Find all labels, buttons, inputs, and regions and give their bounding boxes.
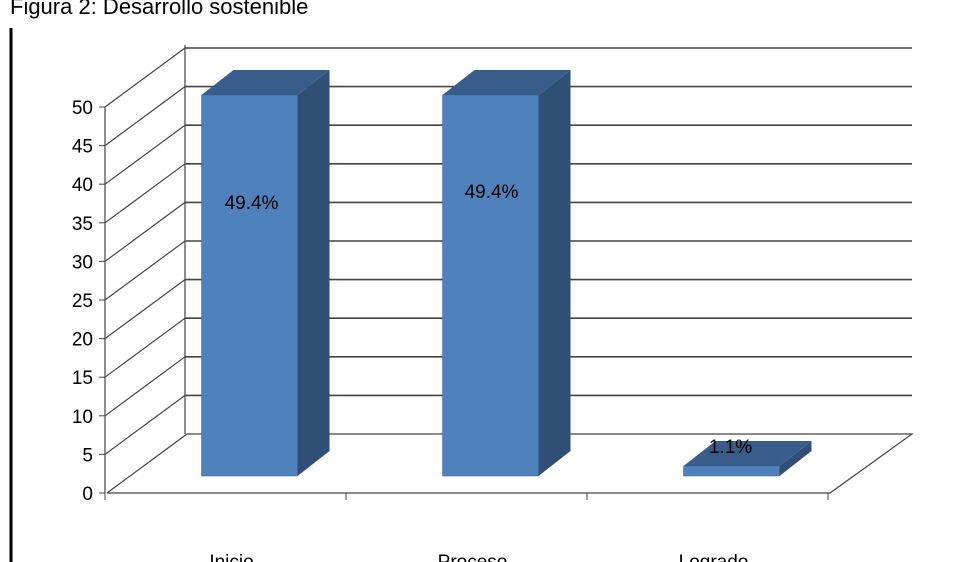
category-label: Inicio bbox=[209, 552, 253, 562]
data-label: 49.4% bbox=[465, 182, 519, 203]
y-tick-label: 40 bbox=[72, 175, 93, 196]
y-tick-label: 0 bbox=[82, 484, 93, 505]
y-tick-label: 30 bbox=[72, 252, 93, 273]
gridline-diagonal bbox=[104, 394, 186, 455]
bar bbox=[683, 465, 780, 477]
y-tick-label: 45 bbox=[72, 137, 93, 158]
gridline-diagonal bbox=[104, 86, 186, 147]
bar bbox=[201, 94, 298, 477]
gridline-diagonal bbox=[104, 279, 186, 340]
bar-top bbox=[442, 70, 571, 95]
bar bbox=[442, 94, 539, 477]
bars bbox=[201, 70, 812, 477]
gridline-diagonal bbox=[104, 317, 186, 378]
data-label: 1.1% bbox=[709, 437, 752, 458]
y-tick-label: 50 bbox=[72, 98, 93, 119]
category-label: Logrado bbox=[679, 552, 749, 562]
y-tick-label: 35 bbox=[72, 214, 93, 235]
bar-side bbox=[779, 441, 812, 476]
y-tick-label: 15 bbox=[72, 368, 93, 389]
bar-side bbox=[538, 70, 571, 476]
y-tick-label: 10 bbox=[72, 407, 93, 428]
category-label: Proceso bbox=[438, 552, 508, 562]
gridline-diagonal bbox=[104, 124, 186, 185]
bar-top bbox=[201, 70, 330, 95]
y-tick-label: 25 bbox=[72, 291, 93, 312]
floor-outline bbox=[106, 433, 914, 494]
y-axis-ticks: 0 5 10 15 20 25 30 35 40 45 50 bbox=[72, 98, 829, 505]
gridline-diagonal bbox=[104, 201, 186, 262]
y-tick-label: 5 bbox=[82, 445, 93, 466]
gridline-diagonal bbox=[104, 356, 186, 417]
data-labels: 49.4% 49.4% 1.1% bbox=[225, 182, 753, 458]
y-tick-label: 20 bbox=[72, 330, 93, 351]
category-labels: Inicio Proceso Logrado bbox=[209, 552, 748, 562]
data-label: 49.4% bbox=[225, 193, 279, 214]
gridline-diagonal bbox=[104, 47, 186, 108]
gridline-diagonal bbox=[104, 240, 186, 301]
bar-top bbox=[683, 441, 812, 466]
gridline-diagonal bbox=[104, 163, 186, 224]
bar-side bbox=[297, 70, 330, 476]
figure-title: Figura 2: Desarrollo sostenible bbox=[10, 0, 309, 19]
